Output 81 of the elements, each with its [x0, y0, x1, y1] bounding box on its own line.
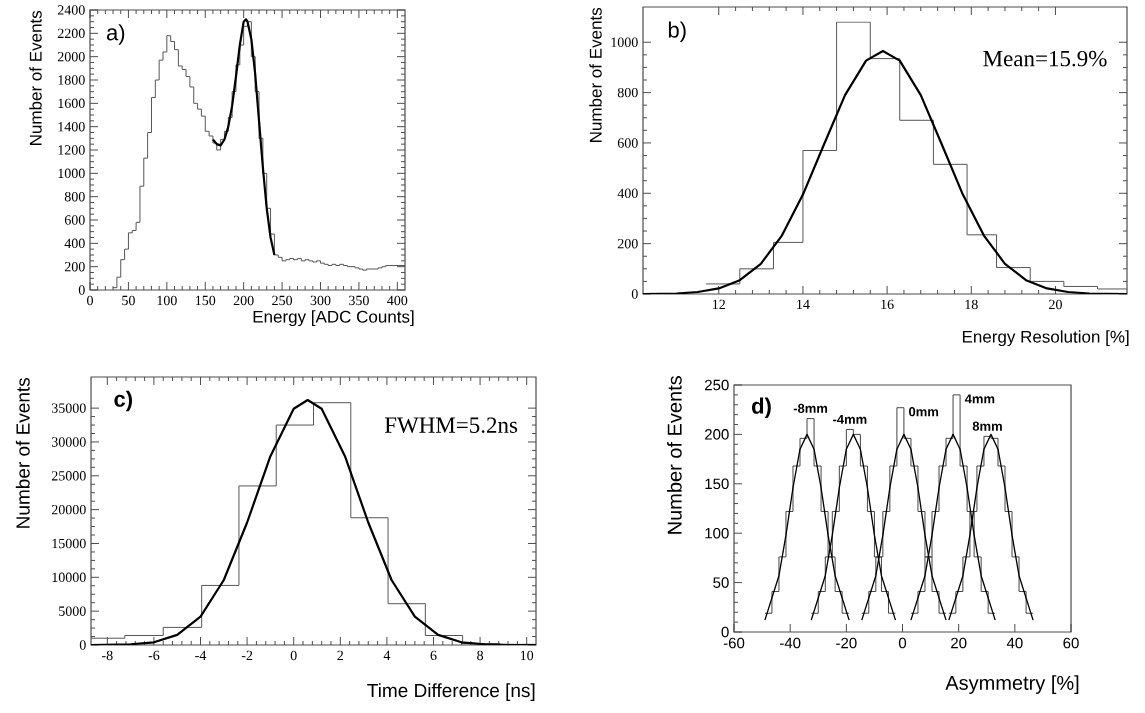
annotation: FWHM=5.2ns	[384, 417, 518, 434]
y-tick-label: 1800	[58, 75, 85, 85]
y-tick-label: 150	[705, 478, 729, 490]
y-tick-label: 50	[713, 577, 729, 588]
x-tick-label: 6	[430, 650, 437, 661]
x-tick-label: -4	[195, 650, 207, 660]
x-tick-label: 50	[122, 295, 135, 306]
x-tick-label: 200	[233, 295, 254, 306]
y-tick-label: 600	[64, 215, 85, 225]
y-tick-label: 400	[617, 188, 638, 199]
y-tick-label: 0	[721, 626, 729, 638]
y-tick-label: 200	[617, 238, 638, 249]
x-tick-label: 60	[1063, 637, 1079, 649]
x-axis-title: Energy Resolution [%]	[962, 330, 1129, 347]
x-tick-label: 150	[195, 295, 216, 306]
x-tick-label: 20	[951, 637, 967, 649]
x-tick-label: 300	[310, 295, 331, 306]
x-tick-label: -20	[836, 637, 857, 649]
y-tick-label: 800	[64, 191, 85, 202]
x-tick-label: 14	[797, 299, 810, 309]
x-axis-title: Asymmetry [%]	[945, 675, 1079, 694]
series-label: 8mm	[972, 421, 1002, 431]
series-label: -8mm	[793, 403, 828, 413]
y-tick-label: 25000	[51, 471, 86, 481]
x-tick-label: -2	[241, 650, 253, 660]
series-label: -4mm	[833, 414, 867, 424]
x-tick-label: 18	[965, 299, 978, 310]
x-tick-label: 0	[87, 295, 93, 306]
y-tick-label: 1000	[58, 168, 85, 179]
x-axis-title: Time Difference [ns]	[367, 683, 535, 701]
x-tick-label: 400	[387, 295, 408, 306]
series-label: 0mm	[909, 407, 939, 417]
y-tick-label: 250	[705, 379, 729, 391]
x-tick-label: -6	[148, 650, 160, 661]
y-tick-label: 200	[705, 429, 729, 440]
y-tick-label: 2200	[57, 28, 85, 39]
y-tick-label: 1000	[611, 37, 638, 47]
x-tick-label: 20	[1049, 299, 1062, 310]
y-tick-label: 1400	[58, 121, 85, 132]
x-tick-label: -40	[780, 637, 801, 649]
y-tick-label: 1600	[58, 98, 85, 109]
y-tick-label: 20000	[51, 504, 86, 515]
annotation: c)	[114, 390, 132, 412]
y-axis-title: Number of Events	[589, 7, 602, 142]
annotation: b)	[668, 21, 686, 43]
x-tick-label: 4	[383, 650, 391, 660]
y-tick-label: 100	[705, 527, 729, 539]
y-tick-label: 400	[64, 238, 85, 249]
series-label: 4mm	[964, 394, 995, 404]
y-axis-title: Number of Events	[15, 377, 30, 528]
x-tick-label: 8	[477, 650, 484, 661]
x-axis-title: Energy [ADC Counts]	[253, 310, 414, 327]
y-tick-label: 5000	[59, 606, 86, 616]
x-tick-label: 12	[713, 299, 725, 309]
y-tick-label: 1200	[58, 145, 85, 155]
y-tick-label: 10000	[52, 572, 86, 583]
y-tick-label: 30000	[51, 437, 86, 447]
x-tick-label: -60	[723, 637, 745, 649]
y-tick-label: 15000	[52, 538, 86, 549]
y-tick-label: 600	[617, 138, 638, 148]
x-tick-label: 250	[272, 295, 293, 306]
annotation: d)	[752, 397, 771, 419]
y-tick-label: 800	[617, 87, 638, 98]
annotation: Mean=15.9%	[983, 50, 1107, 67]
y-axis-title: Number of Events	[667, 376, 682, 534]
x-tick-label: 350	[349, 295, 369, 306]
y-tick-label: 2000	[57, 51, 85, 62]
y-axis-title: Number of Events	[29, 10, 42, 145]
y-tick-label: 0	[78, 285, 85, 295]
annotation: a)	[106, 24, 125, 45]
y-tick-label: 2400	[57, 5, 85, 15]
x-tick-label: 10	[520, 650, 534, 661]
x-tick-label: -8	[102, 650, 113, 661]
x-tick-label: 100	[157, 295, 177, 306]
x-tick-label: 0	[290, 650, 297, 661]
x-tick-label: 2	[337, 650, 344, 660]
y-tick-label: 200	[64, 261, 85, 272]
x-tick-label: 40	[1006, 637, 1023, 649]
x-tick-label: 0	[898, 637, 907, 649]
x-tick-label: 16	[881, 299, 894, 310]
y-tick-label: 35000	[51, 403, 86, 413]
